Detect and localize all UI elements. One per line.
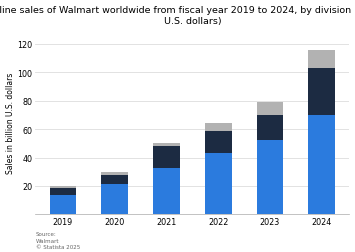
Bar xyxy=(153,147,180,168)
Y-axis label: Sales in billion U.S. dollars: Sales in billion U.S. dollars xyxy=(6,72,15,173)
Bar xyxy=(308,50,335,69)
Bar xyxy=(153,168,180,214)
Bar xyxy=(101,184,128,214)
Bar xyxy=(49,186,76,188)
Bar xyxy=(308,115,335,214)
Bar xyxy=(205,154,232,214)
Bar xyxy=(49,195,76,214)
Bar xyxy=(49,188,76,195)
Bar xyxy=(101,173,128,175)
Bar xyxy=(257,141,283,214)
Text: Source:
Walmart
© Statista 2025: Source: Walmart © Statista 2025 xyxy=(36,231,80,249)
Bar xyxy=(257,103,283,115)
Bar xyxy=(205,132,232,154)
Bar xyxy=(257,115,283,141)
Bar xyxy=(308,69,335,115)
Bar xyxy=(101,175,128,184)
Bar xyxy=(153,143,180,147)
Title: Online sales of Walmart worldwide from fiscal year 2019 to 2024, by division (in: Online sales of Walmart worldwide from f… xyxy=(0,6,355,25)
Bar xyxy=(205,124,232,132)
